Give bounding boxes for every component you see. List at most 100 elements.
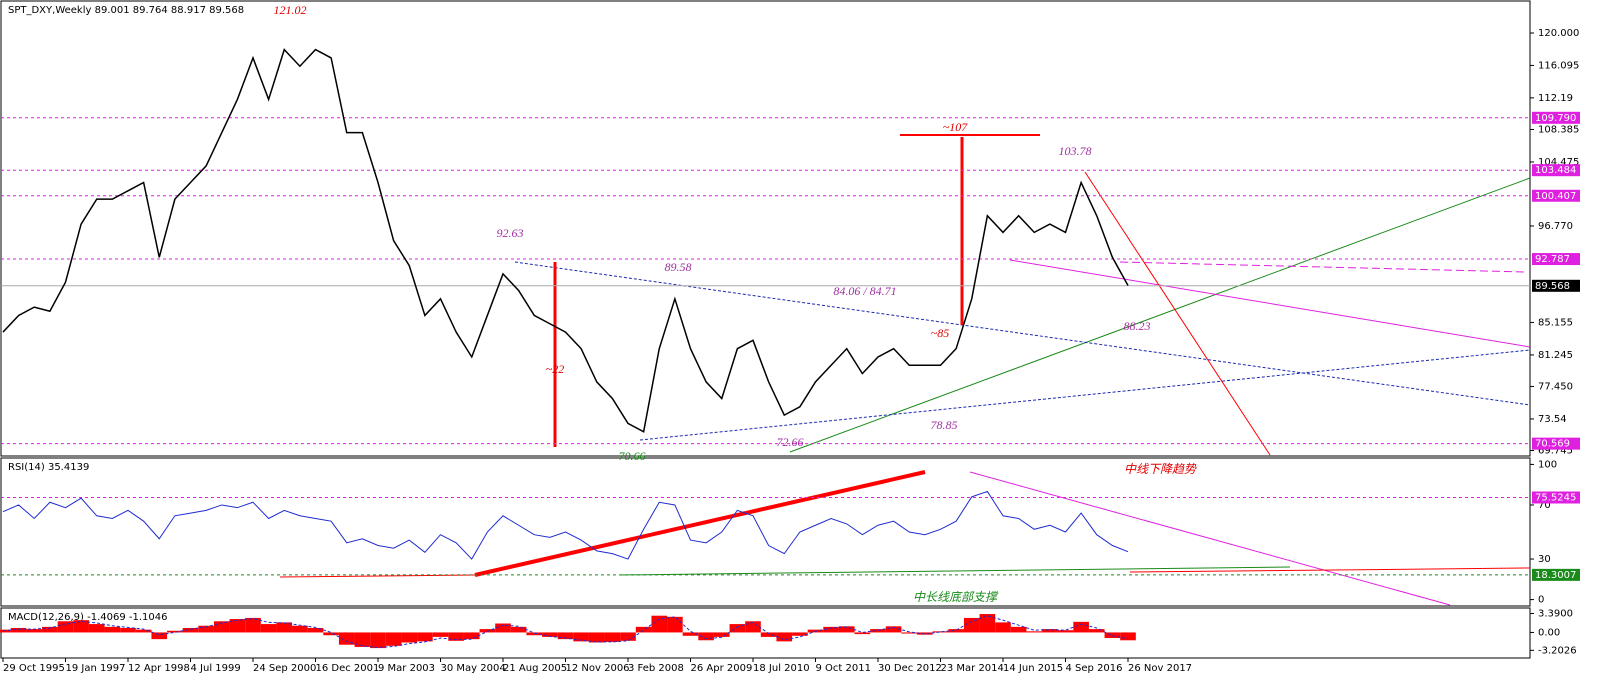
trend-line <box>1084 171 1271 456</box>
histogram-bar <box>573 632 589 642</box>
y-tick-label: 100 <box>1538 459 1557 470</box>
x-tick-label: 14 Jun 2015 <box>1003 663 1063 674</box>
x-tick-label: 19 Jan 1997 <box>66 663 126 674</box>
x-tick-label: 3 Feb 2008 <box>628 663 684 674</box>
level-label: 92.787 <box>1535 254 1570 265</box>
level-box <box>1532 437 1580 450</box>
trend-line <box>1009 259 1531 348</box>
x-tick-label: 18 Jul 2010 <box>753 663 810 674</box>
histogram-bar <box>307 627 324 633</box>
histogram-bar <box>182 627 199 633</box>
histogram-bar <box>651 615 668 633</box>
y-tick-label: 85.155 <box>1538 317 1573 328</box>
x-tick-label: 4 Sep 2016 <box>1066 663 1123 674</box>
x-tick-label: 23 Mar 2014 <box>941 663 1004 674</box>
x-tick-label: 9 Mar 2003 <box>378 663 435 674</box>
annotation: 88.23 <box>1124 319 1151 333</box>
histogram-bar <box>917 632 933 635</box>
histogram-bar <box>73 620 89 633</box>
trend-line <box>474 470 926 577</box>
histogram-bar <box>838 626 855 633</box>
annotation: 121.02 <box>274 3 307 17</box>
histogram-bar <box>370 632 386 649</box>
histogram-bar <box>823 626 839 633</box>
histogram-bar <box>495 623 511 633</box>
macd-title: MACD(12,26,9) -1.4069 -1.1046 <box>8 612 168 623</box>
annotation: 103.78 <box>1059 144 1092 158</box>
histogram-bar <box>901 632 918 634</box>
annotation: ~22 <box>546 362 565 376</box>
level-box <box>1532 111 1580 124</box>
annotation: 89.58 <box>665 260 692 274</box>
annotation: ~85 <box>931 326 950 340</box>
histogram-bar <box>620 632 636 641</box>
y-tick-label: 3.3900 <box>1538 609 1573 620</box>
level-box <box>1532 568 1580 581</box>
histogram-bar <box>932 631 949 633</box>
annotation: ~107 <box>943 120 968 134</box>
rsi-pane <box>0 457 1531 607</box>
level-box <box>1532 253 1580 266</box>
y-tick-label: -3.2026 <box>1538 645 1577 656</box>
y-tick-label: 0.00 <box>1538 627 1560 638</box>
y-tick-label: 116.095 <box>1538 60 1579 71</box>
histogram-bar <box>1120 632 1136 641</box>
level-box <box>1532 189 1580 202</box>
histogram-bar <box>698 632 714 641</box>
histogram-bar <box>604 632 621 642</box>
histogram-bar <box>10 627 27 633</box>
level-label: 70.569 <box>1535 439 1570 450</box>
level-box <box>1532 164 1580 177</box>
histogram-bar <box>729 624 746 633</box>
histogram-bar <box>1073 621 1089 633</box>
histogram-bar <box>870 629 886 633</box>
histogram-bar <box>542 632 558 637</box>
price-pane <box>0 0 1531 457</box>
histogram-bar <box>979 614 996 633</box>
histogram-bar <box>338 632 355 645</box>
histogram-bar <box>948 629 964 633</box>
histogram-bar <box>354 632 371 647</box>
price-title: SPT_DXY,Weekly 89.001 89.764 88.917 89.5… <box>8 5 244 16</box>
histogram-bar <box>667 616 683 633</box>
histogram-bar <box>198 625 214 633</box>
annotation: 中长线底部支撑 <box>913 590 999 604</box>
y-tick-label: 73.54 <box>1538 414 1567 425</box>
trend-line <box>1119 261 1526 273</box>
histogram-bar <box>213 621 230 633</box>
level-box <box>1532 491 1580 504</box>
level-label: 109.790 <box>1535 113 1576 124</box>
y-tick-label: 77.450 <box>1538 381 1573 392</box>
y-tick-label: 96.770 <box>1538 221 1573 232</box>
histogram-bar <box>745 621 761 633</box>
trend-line <box>279 574 476 578</box>
y-tick-label: 70 <box>1538 500 1551 511</box>
histogram-bar <box>245 617 261 633</box>
y-tick-label: 69.745 <box>1538 445 1573 456</box>
level-label: 103.484 <box>1535 165 1576 176</box>
x-tick-label: 16 Dec 2001 <box>316 663 380 674</box>
histogram-bar <box>276 622 293 633</box>
histogram-bar <box>760 632 777 637</box>
histogram-bar <box>151 632 168 640</box>
histogram-bar <box>588 632 605 643</box>
x-tick-label: 21 Aug 2005 <box>503 663 567 674</box>
signal-line <box>2 615 1129 649</box>
histogram-bar <box>682 632 699 636</box>
histogram-bar <box>557 632 574 640</box>
histogram-bar <box>401 632 418 643</box>
histogram-bar <box>260 624 277 633</box>
x-tick-label: 26 Nov 2017 <box>1128 663 1192 674</box>
y-tick-label: 0 <box>1538 595 1544 606</box>
histogram-bar <box>120 627 136 633</box>
annotation: 72.66 <box>777 435 804 449</box>
annotation: 中线下降趋势 <box>1124 462 1197 476</box>
last-price-box <box>1532 279 1580 292</box>
trend-line <box>639 349 1531 441</box>
x-tick-label: 24 Sep 2000 <box>253 663 316 674</box>
histogram-bar <box>229 619 246 633</box>
histogram-bar <box>510 626 527 633</box>
histogram-bar <box>448 632 464 641</box>
histogram-bar <box>26 629 43 633</box>
